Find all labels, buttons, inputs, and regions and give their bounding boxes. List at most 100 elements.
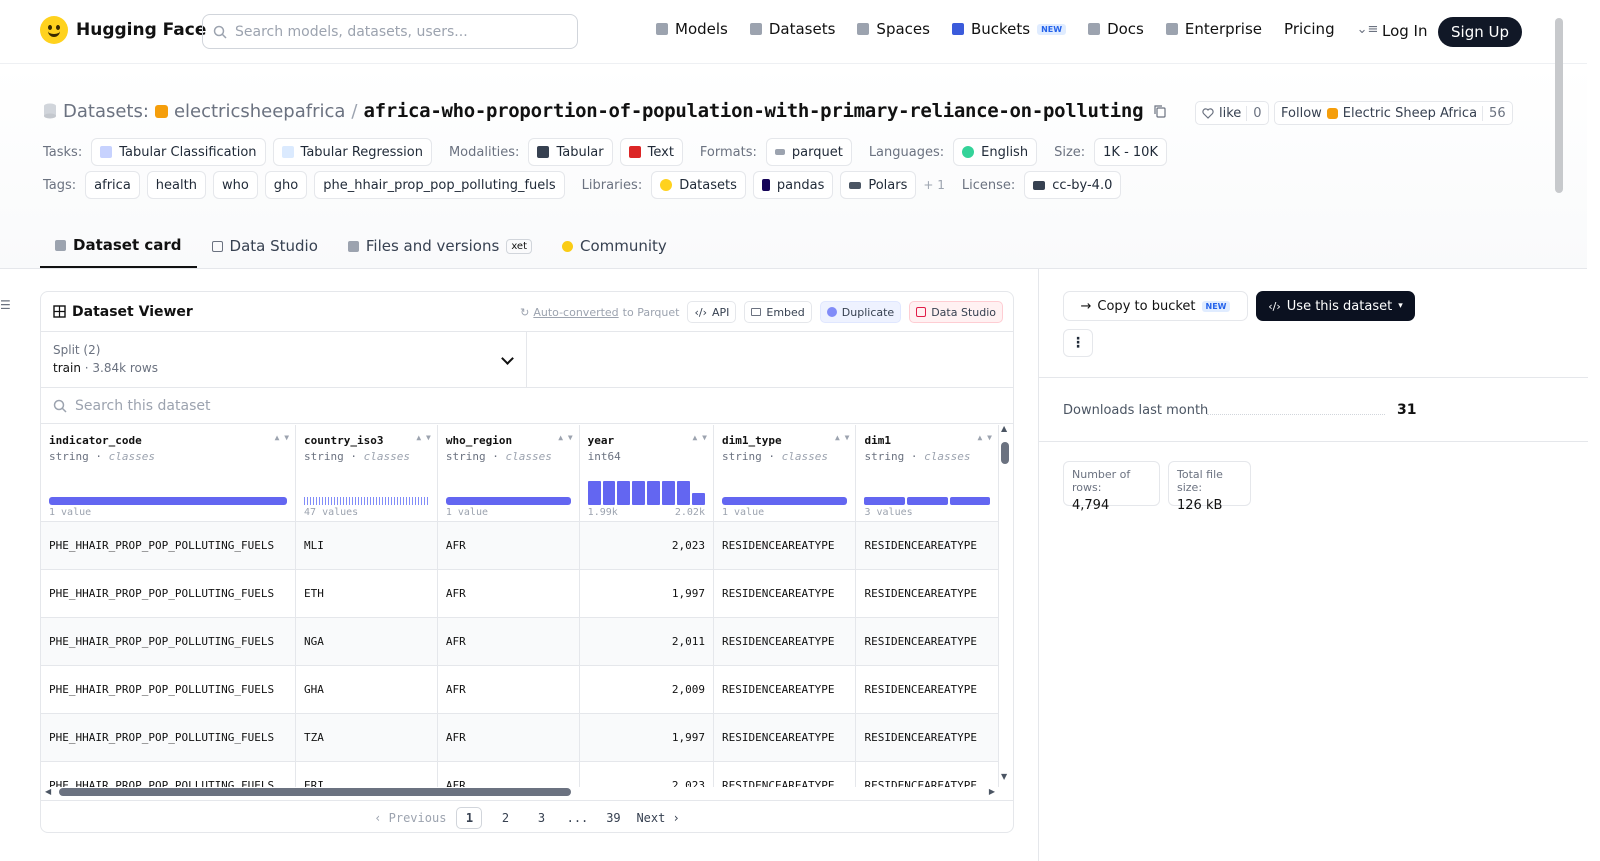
table-cell[interactable]: GHA: [295, 665, 438, 714]
tab-data-studio[interactable]: Data Studio: [197, 224, 333, 268]
api-button[interactable]: ‹/› API: [687, 301, 737, 323]
table-cell[interactable]: RESIDENCEAREATYPE: [713, 617, 857, 666]
column-header-dim1-type[interactable]: dim1_type string · classes ▲ ▼ 1 value: [713, 425, 857, 522]
next-page-button[interactable]: Next ›: [636, 810, 680, 825]
vertical-scroll-thumb[interactable]: [1001, 442, 1009, 464]
histogram-bar[interactable]: [602, 481, 616, 505]
language-chip-english[interactable]: English: [953, 138, 1038, 166]
histogram-bar[interactable]: [677, 481, 691, 505]
tab-dataset-card[interactable]: Dataset card: [40, 224, 197, 268]
horizontal-scroll-thumb[interactable]: [59, 788, 571, 796]
sort-icon[interactable]: ▲ ▼: [416, 433, 431, 442]
table-row[interactable]: PHE_HHAIR_PROP_POP_POLLUTING_FUELS ERI AFR…: [41, 761, 999, 787]
library-chip-polars[interactable]: Polars: [840, 171, 917, 199]
table-cell[interactable]: PHE_HHAIR_PROP_POP_POLLUTING_FUELS: [41, 617, 297, 666]
column-header-year[interactable]: year int64 ▲ ▼ 1.99k 2.02k: [579, 425, 714, 522]
table-cell[interactable]: 2,023: [579, 761, 714, 787]
tag-chip-africa[interactable]: africa: [85, 171, 140, 199]
page-scrollbar-thumb[interactable]: [1555, 18, 1563, 193]
more-menu-icon[interactable]: ⌄≡: [1356, 21, 1379, 37]
copy-to-bucket-button[interactable]: → Copy to bucket NEW: [1063, 291, 1248, 321]
table-cell[interactable]: RESIDENCEAREATYPE: [855, 521, 999, 570]
page-button[interactable]: 39: [606, 810, 621, 825]
table-cell[interactable]: RESIDENCEAREATYPE: [855, 761, 999, 787]
table-cell[interactable]: RESIDENCEAREATYPE: [713, 713, 857, 762]
tag-chip-who[interactable]: who: [212, 171, 258, 199]
table-row[interactable]: PHE_HHAIR_PROP_POP_POLLUTING_FUELS GHA AFR…: [41, 665, 999, 714]
table-cell[interactable]: AFR: [437, 761, 580, 787]
distribution-bar[interactable]: [49, 497, 288, 505]
sort-icon[interactable]: ▲ ▼: [558, 433, 573, 442]
signup-button[interactable]: Sign Up: [1438, 17, 1522, 47]
nav-buckets[interactable]: Buckets NEW: [951, 20, 1067, 38]
task-chip-tabular-classification[interactable]: Tabular Classification: [91, 138, 266, 166]
table-cell[interactable]: MLI: [295, 521, 438, 570]
table-cell[interactable]: 1,997: [579, 569, 714, 618]
table-cell[interactable]: AFR: [437, 617, 580, 666]
logo-link[interactable]: Hugging Face: [40, 16, 206, 44]
split-selector[interactable]: Split (2) train · 3.84k rows: [41, 332, 527, 388]
previous-page-button[interactable]: ‹ Previous: [374, 810, 447, 825]
license-chip[interactable]: cc-by-4.0: [1024, 171, 1122, 199]
follow-button[interactable]: Follow Electric Sheep Africa 56: [1274, 101, 1513, 125]
table-row[interactable]: PHE_HHAIR_PROP_POP_POLLUTING_FUELS NGA AFR…: [41, 617, 999, 666]
table-cell[interactable]: 2,009: [579, 665, 714, 714]
page-button[interactable]: 3: [537, 810, 546, 825]
table-cell[interactable]: TZA: [295, 713, 438, 762]
table-cell[interactable]: PHE_HHAIR_PROP_POP_POLLUTING_FUELS: [41, 761, 297, 787]
table-cell[interactable]: 2,023: [579, 521, 714, 570]
histogram-bar[interactable]: [647, 481, 661, 505]
table-cell[interactable]: 1,997: [579, 713, 714, 762]
sort-icon[interactable]: ▲ ▼: [692, 433, 707, 442]
distribution-bar[interactable]: [304, 497, 429, 505]
tab-community[interactable]: Community: [547, 224, 682, 268]
table-cell[interactable]: RESIDENCEAREATYPE: [855, 617, 999, 666]
table-row[interactable]: PHE_HHAIR_PROP_POP_POLLUTING_FUELS ETH AFR…: [41, 569, 999, 618]
table-cell[interactable]: AFR: [437, 521, 580, 570]
table-cell[interactable]: ETH: [295, 569, 438, 618]
scroll-left-icon[interactable]: ◀: [45, 787, 52, 796]
table-cell[interactable]: RESIDENCEAREATYPE: [855, 713, 999, 762]
tag-chip-gho[interactable]: gho: [264, 171, 308, 199]
toc-toggle-icon[interactable]: ☰: [0, 298, 11, 312]
table-cell[interactable]: RESIDENCEAREATYPE: [713, 569, 857, 618]
duplicate-button[interactable]: Duplicate: [819, 301, 902, 323]
table-cell[interactable]: PHE_HHAIR_PROP_POP_POLLUTING_FUELS: [41, 713, 297, 762]
size-chip[interactable]: 1K - 10K: [1094, 138, 1167, 166]
dataset-search[interactable]: [41, 388, 1013, 424]
table-cell[interactable]: PHE_HHAIR_PROP_POP_POLLUTING_FUELS: [41, 521, 297, 570]
more-options-button[interactable]: ⋮: [1063, 329, 1093, 357]
sort-icon[interactable]: ▲ ▼: [274, 433, 290, 442]
column-header-country-iso3[interactable]: country_iso3 string · classes ▲ ▼ 47 values: [295, 425, 438, 522]
distribution-segment[interactable]: [864, 497, 905, 505]
scroll-right-icon[interactable]: ▶: [988, 787, 995, 796]
column-header-indicator-code[interactable]: indicator_code string · classes ▲ ▼ 1 value: [41, 425, 297, 522]
histogram-bar[interactable]: [662, 481, 676, 505]
nav-pricing[interactable]: Pricing: [1284, 20, 1335, 38]
tab-files-and-versions[interactable]: Files and versions xet: [333, 224, 547, 268]
table-cell[interactable]: NGA: [295, 617, 438, 666]
scroll-up-icon[interactable]: ▲: [1001, 424, 1008, 433]
table-cell[interactable]: PHE_HHAIR_PROP_POP_POLLUTING_FUELS: [41, 569, 297, 618]
column-header-who-region[interactable]: who_region string · classes ▲ ▼ 1 value: [437, 425, 580, 522]
copy-icon[interactable]: [1153, 104, 1167, 118]
distribution-segment[interactable]: [949, 497, 991, 505]
column-header-dim1[interactable]: dim1 string · classes ▲ ▼ 3 values: [855, 425, 999, 522]
table-cell[interactable]: ERI: [295, 761, 438, 787]
nav-spaces[interactable]: Spaces: [857, 20, 930, 38]
library-chip-pandas[interactable]: pandas: [752, 171, 834, 199]
table-cell[interactable]: 2,011: [579, 617, 714, 666]
data-studio-button[interactable]: Data Studio: [909, 301, 1003, 323]
distribution-segment[interactable]: [906, 497, 948, 505]
global-search-input[interactable]: [235, 23, 555, 40]
library-chip-datasets[interactable]: Datasets: [651, 171, 746, 199]
modality-chip-text[interactable]: Text: [619, 138, 683, 166]
distribution-bar[interactable]: [445, 497, 571, 505]
dataset-search-input[interactable]: [75, 397, 575, 414]
libraries-more-link[interactable]: + 1: [923, 178, 945, 192]
nav-models[interactable]: Models: [656, 20, 728, 38]
table-cell[interactable]: AFR: [437, 569, 580, 618]
table-cell[interactable]: RESIDENCEAREATYPE: [713, 521, 857, 570]
nav-enterprise[interactable]: Enterprise: [1165, 20, 1262, 38]
nav-datasets[interactable]: Datasets: [749, 20, 835, 38]
